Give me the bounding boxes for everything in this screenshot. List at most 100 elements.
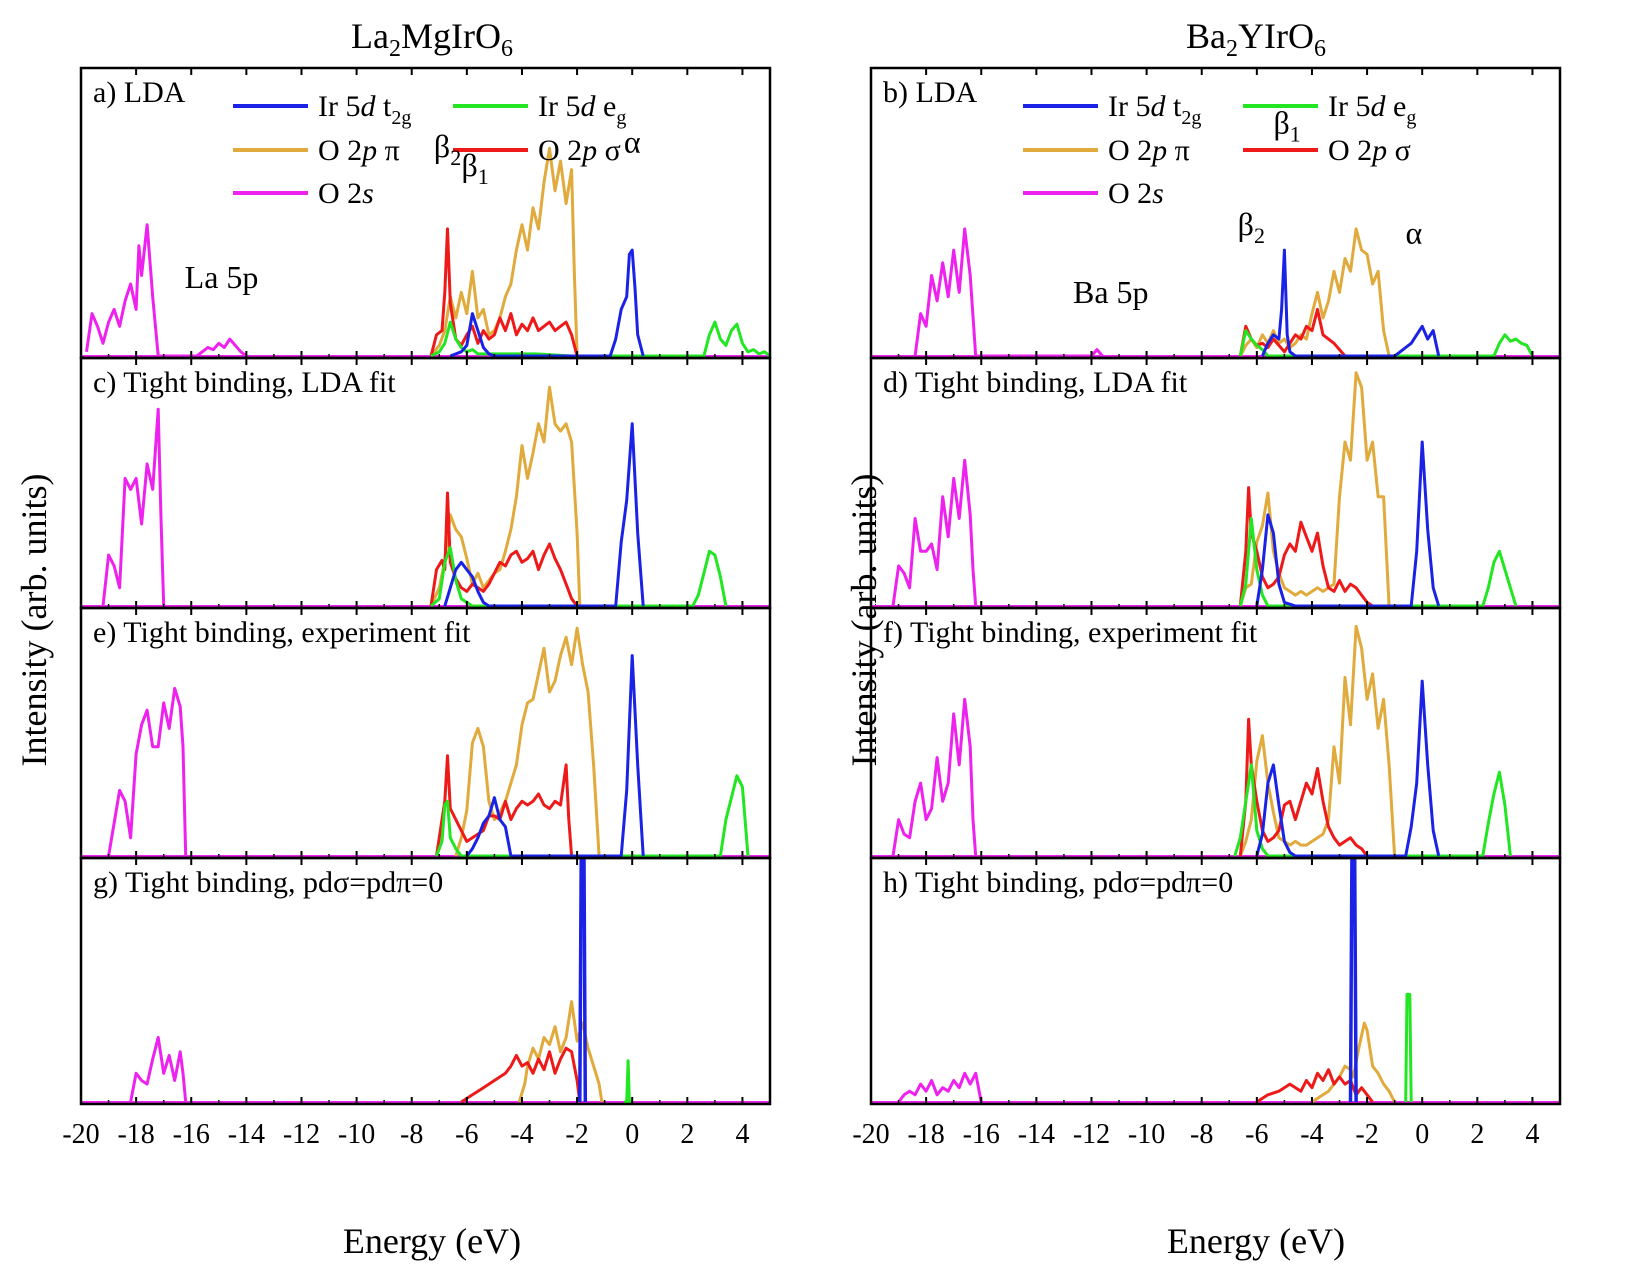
legend-item-o-2p: O 2p σ: [1243, 134, 1411, 167]
series-o-2p-d: [1238, 371, 1391, 607]
series-o-2p-f: [1238, 624, 1397, 857]
panel-g-frame: [79, 856, 772, 1106]
x-tick-label: -18: [907, 1119, 944, 1150]
legend-item-ir-5d-eg: Ir 5d eg: [1243, 90, 1416, 129]
x-tick-label: 0: [1415, 1119, 1429, 1150]
series-o-2p-b: [1238, 307, 1347, 357]
series-o-2p-e: [454, 626, 601, 857]
legend-item-o-2p: O 2p π: [233, 134, 400, 167]
x-tick-label: -10: [338, 1119, 375, 1150]
x-axis-label-right: Energy (eV): [1167, 1221, 1345, 1261]
series-o-2p-g: [517, 1000, 604, 1103]
x-tick-label: -16: [173, 1119, 210, 1150]
series-o-2p-f: [1238, 717, 1369, 857]
series-o-2s-e: [107, 686, 188, 857]
x-tick-label: -16: [963, 1119, 1000, 1150]
panel-e-plot: [81, 626, 770, 858]
panel-b-plot: [871, 227, 1560, 358]
series-o-2p-c: [429, 491, 579, 607]
panel-h-label: h) Tight binding, pdσ=pdπ=0: [883, 866, 1233, 899]
annotation-2: β2: [434, 128, 461, 170]
plot-curves: [81, 146, 1560, 1104]
annotation-2: β2: [1238, 206, 1265, 248]
panel-frames: [79, 66, 1562, 1106]
panel-c-label: c) Tight binding, LDA fit: [93, 366, 396, 399]
x-tick-label: 2: [680, 1119, 694, 1150]
x-tick-label: -6: [455, 1119, 478, 1150]
panel-h-frame: [869, 856, 1562, 1106]
panel-f-label: f) Tight binding, experiment fit: [883, 616, 1258, 649]
panel-d-plot: [871, 371, 1560, 608]
series-ir-5d-eg-e: [435, 774, 750, 858]
series-o-2p-c: [429, 385, 582, 607]
panel-d-label: d) Tight binding, LDA fit: [883, 366, 1188, 399]
series-o-2p-e: [435, 754, 574, 857]
y-axis-label-left: Intensity (arb. units): [14, 474, 54, 767]
series-ir-5d-t2g-c: [443, 422, 645, 608]
legend-item-ir-5d-t2g: Ir 5d t2g: [1023, 90, 1201, 129]
x-tick-label: -18: [117, 1119, 154, 1150]
series-ir-5d-eg-a: [430, 320, 771, 358]
series-ir-5d-eg-b: [1238, 329, 1534, 358]
series-ir-5d-t2g-e: [465, 654, 645, 858]
series-o-2s-g: [129, 1036, 188, 1103]
x-tick-label: -6: [1245, 1119, 1268, 1150]
series-o-2p-a: [429, 146, 579, 357]
x-axis-label-left: Energy (eV): [343, 1221, 521, 1261]
panel-g-plot: [81, 858, 770, 1104]
series-ir-5d-eg-c: [430, 546, 728, 608]
x-tick-label: 4: [735, 1119, 749, 1150]
panel-labels: a) LDA b) LDA c) Tight binding, LDA fit d) …: [93, 76, 1258, 899]
x-tick-label: -4: [510, 1119, 533, 1150]
series-ir-5d-t2g-d: [1255, 440, 1441, 608]
x-tick-label: -10: [1128, 1119, 1165, 1150]
legend-item-ir-5d-eg: Ir 5d eg: [453, 90, 626, 129]
x-axis-ticks: -20 -18 -16 -14 -12 -10 -8 -6 -4 -2 0 2 4 -20 -18 -16 -1…: [62, 68, 1539, 1150]
series-o-2s-c: [101, 407, 166, 607]
series-ir-5d-eg-d: [1238, 517, 1518, 608]
series-ir-5d-t2g-g: [578, 858, 588, 1103]
column-title-left: La2MgIrO6: [351, 16, 513, 62]
x-tick-label: -12: [1073, 1119, 1110, 1150]
legend-label: O 2p π: [1108, 134, 1190, 167]
series-ir-5d-t2g-f: [1255, 679, 1441, 858]
legend-label: O 2s: [1108, 177, 1164, 210]
legend-label: Ir 5d eg: [538, 90, 626, 129]
series-o-2s-a: [85, 223, 248, 358]
series-ir-5d-eg-g: [623, 1059, 633, 1104]
x-tick-label: -20: [852, 1119, 889, 1150]
x-tick-label: -14: [1018, 1119, 1055, 1150]
panel-b-label: b) LDA: [883, 76, 977, 109]
panel-h-plot: [871, 858, 1560, 1104]
legend-label: O 2p σ: [538, 134, 621, 167]
legend-label: Ir 5d t2g: [1108, 90, 1201, 129]
annotation-: α: [624, 124, 641, 160]
legend-item-o-2s: O 2s: [233, 177, 374, 210]
series-o-2p-b: [1238, 227, 1391, 357]
x-tick-label: 4: [1525, 1119, 1539, 1150]
panel-a-plot: [81, 146, 771, 358]
x-tick-label: -14: [228, 1119, 265, 1150]
panel-c-plot: [81, 385, 770, 608]
x-tick-label: -8: [400, 1119, 423, 1150]
series-o-2s-b: [913, 227, 1104, 358]
legends: Ir 5d t2g Ir 5d eg O 2p π O 2p σ O 2s Ir 5d t…: [233, 90, 1416, 210]
series-ir-5d-t2g-h: [1348, 858, 1358, 1103]
annotation-1: β1: [1274, 105, 1301, 147]
x-tick-label: -2: [565, 1119, 588, 1150]
legend-label: Ir 5d eg: [1328, 90, 1416, 129]
annotation-ba-5p: Ba 5p: [1073, 274, 1149, 310]
y-axis-label-right: Intensity (arb. units): [844, 474, 884, 767]
series-ir-5d-eg-f: [1233, 763, 1512, 858]
x-tick-label: -12: [283, 1119, 320, 1150]
x-tick-label: -20: [62, 1119, 99, 1150]
x-tick-label: 2: [1470, 1119, 1484, 1150]
panel-g-label: g) Tight binding, pdσ=pdπ=0: [93, 866, 443, 899]
legend-item-o-2s: O 2s: [1023, 177, 1164, 210]
x-tick-label: 0: [625, 1119, 639, 1150]
series-o-2p-h: [1311, 1021, 1396, 1104]
series-ir-5d-eg-h: [1404, 992, 1413, 1103]
series-o-2p-a: [429, 227, 579, 357]
